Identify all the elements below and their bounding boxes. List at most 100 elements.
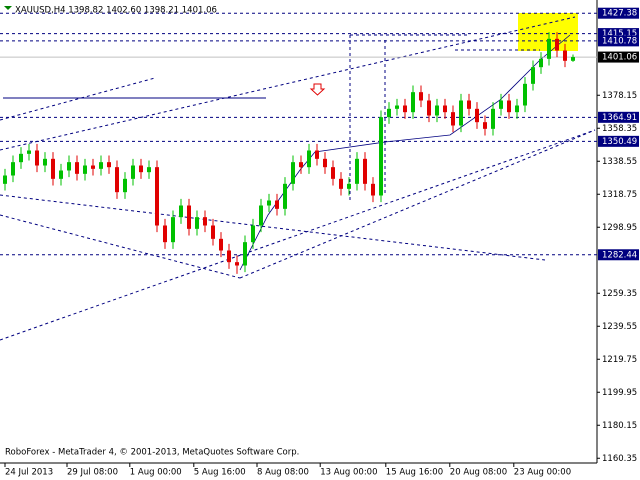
candle-body — [147, 167, 151, 173]
candle-body — [419, 92, 423, 101]
candle-body — [571, 57, 575, 61]
candle-body — [531, 67, 535, 84]
candle-body — [43, 158, 47, 166]
level-label: 1410.78 — [602, 36, 637, 46]
candle-body — [547, 38, 551, 59]
candle-body — [211, 225, 215, 239]
x-tick-label: 13 Aug 00:00 — [320, 468, 377, 478]
level-label: 1282.44 — [602, 250, 637, 260]
level-box — [598, 111, 639, 123]
candle-body — [283, 183, 287, 209]
y-tick-label: 1298.95 — [602, 223, 637, 233]
candle-body — [323, 158, 327, 168]
candle-body — [499, 100, 503, 109]
footer: RoboForex - MetaTrader 4, © 2001-2013, M… — [5, 448, 299, 458]
candle-body — [83, 165, 87, 174]
candle-body — [371, 183, 375, 196]
candle-body — [523, 83, 527, 106]
last-price-label: 1401.06 — [602, 53, 637, 63]
candle-body — [339, 178, 343, 189]
candle-body — [235, 262, 239, 266]
candle-body — [91, 165, 95, 169]
level-box — [598, 249, 639, 261]
candle-body — [355, 158, 359, 184]
candle-body — [315, 150, 319, 159]
x-tick-label: 15 Aug 16:00 — [386, 468, 443, 478]
candle-body — [435, 105, 439, 116]
chart-title: XAUUSD,H4 1398.82 1402.60 1398.21 1401.0… — [15, 6, 217, 16]
channel-lines — [0, 16, 596, 341]
level-box — [598, 7, 639, 19]
candle-body — [203, 217, 207, 226]
candle-body — [427, 100, 431, 116]
candle-body — [67, 162, 71, 171]
candle-body — [99, 162, 103, 169]
candle-body — [27, 150, 31, 154]
candle-body — [123, 178, 127, 193]
candle-body — [379, 117, 383, 196]
candle-body — [387, 108, 391, 118]
candle-body — [139, 165, 143, 173]
candle-body — [3, 175, 7, 184]
candle-body — [51, 158, 55, 179]
level-box — [598, 135, 639, 147]
candle-body — [307, 150, 311, 168]
y-tick-label: 1160.35 — [602, 454, 637, 464]
level-label: 1350.49 — [602, 137, 637, 147]
level-box — [598, 28, 639, 40]
candle-body — [163, 225, 167, 243]
candle-body — [291, 162, 295, 184]
candle-body — [243, 242, 247, 266]
y-tick-label: 1358.35 — [602, 124, 637, 134]
candle-body — [299, 162, 303, 168]
candle-body — [363, 158, 367, 184]
candle-body — [227, 250, 231, 263]
symbol-icon — [4, 6, 12, 10]
level-label: 1415.15 — [602, 29, 637, 39]
candle-body — [491, 108, 495, 129]
candle-body — [11, 162, 15, 176]
y-tick-label: 1378.15 — [602, 91, 637, 101]
y-tick-label: 1318.75 — [602, 190, 637, 200]
candle-body — [179, 205, 183, 218]
candle-body — [395, 105, 399, 109]
candle-body — [267, 200, 271, 206]
candle-body — [515, 105, 519, 113]
y-tick-label: 1259.35 — [602, 289, 637, 299]
x-tick-label: 24 Jul 2013 — [5, 468, 53, 478]
x-tick-label: 20 Aug 08:00 — [450, 468, 507, 478]
candle-body — [347, 183, 351, 189]
candle-body — [539, 58, 543, 68]
candle-body — [467, 100, 471, 109]
candle-body — [443, 105, 447, 113]
y-tick-label: 1180.15 — [602, 421, 637, 431]
candle-body — [19, 153, 23, 163]
candle-body — [563, 50, 567, 61]
candle-body — [275, 200, 279, 209]
y-tick-label: 1199.95 — [602, 388, 637, 398]
candle-body — [251, 225, 255, 243]
candle-body — [331, 167, 335, 179]
candle-body — [155, 167, 159, 226]
candle-body — [451, 112, 455, 126]
x-tick-label: 1 Aug 00:00 — [130, 468, 182, 478]
y-tick-label: 1239.55 — [602, 322, 637, 332]
candle-body — [219, 238, 223, 251]
candle-body — [555, 38, 559, 51]
x-tick-label: 5 Aug 16:00 — [194, 468, 246, 478]
x-tick-label: 8 Aug 08:00 — [257, 468, 309, 478]
candle-body — [507, 100, 511, 113]
candle-body — [35, 150, 39, 166]
candle-body — [107, 162, 111, 168]
candle-body — [75, 162, 79, 174]
level-label: 1364.91 — [602, 113, 637, 123]
candle-body — [171, 217, 175, 243]
y-tick-label: 1219.75 — [602, 355, 637, 365]
candle-body — [259, 205, 263, 226]
last-price-box — [598, 51, 639, 63]
candle-body — [403, 105, 407, 113]
x-tick-label: 23 Aug 00:00 — [514, 468, 571, 478]
